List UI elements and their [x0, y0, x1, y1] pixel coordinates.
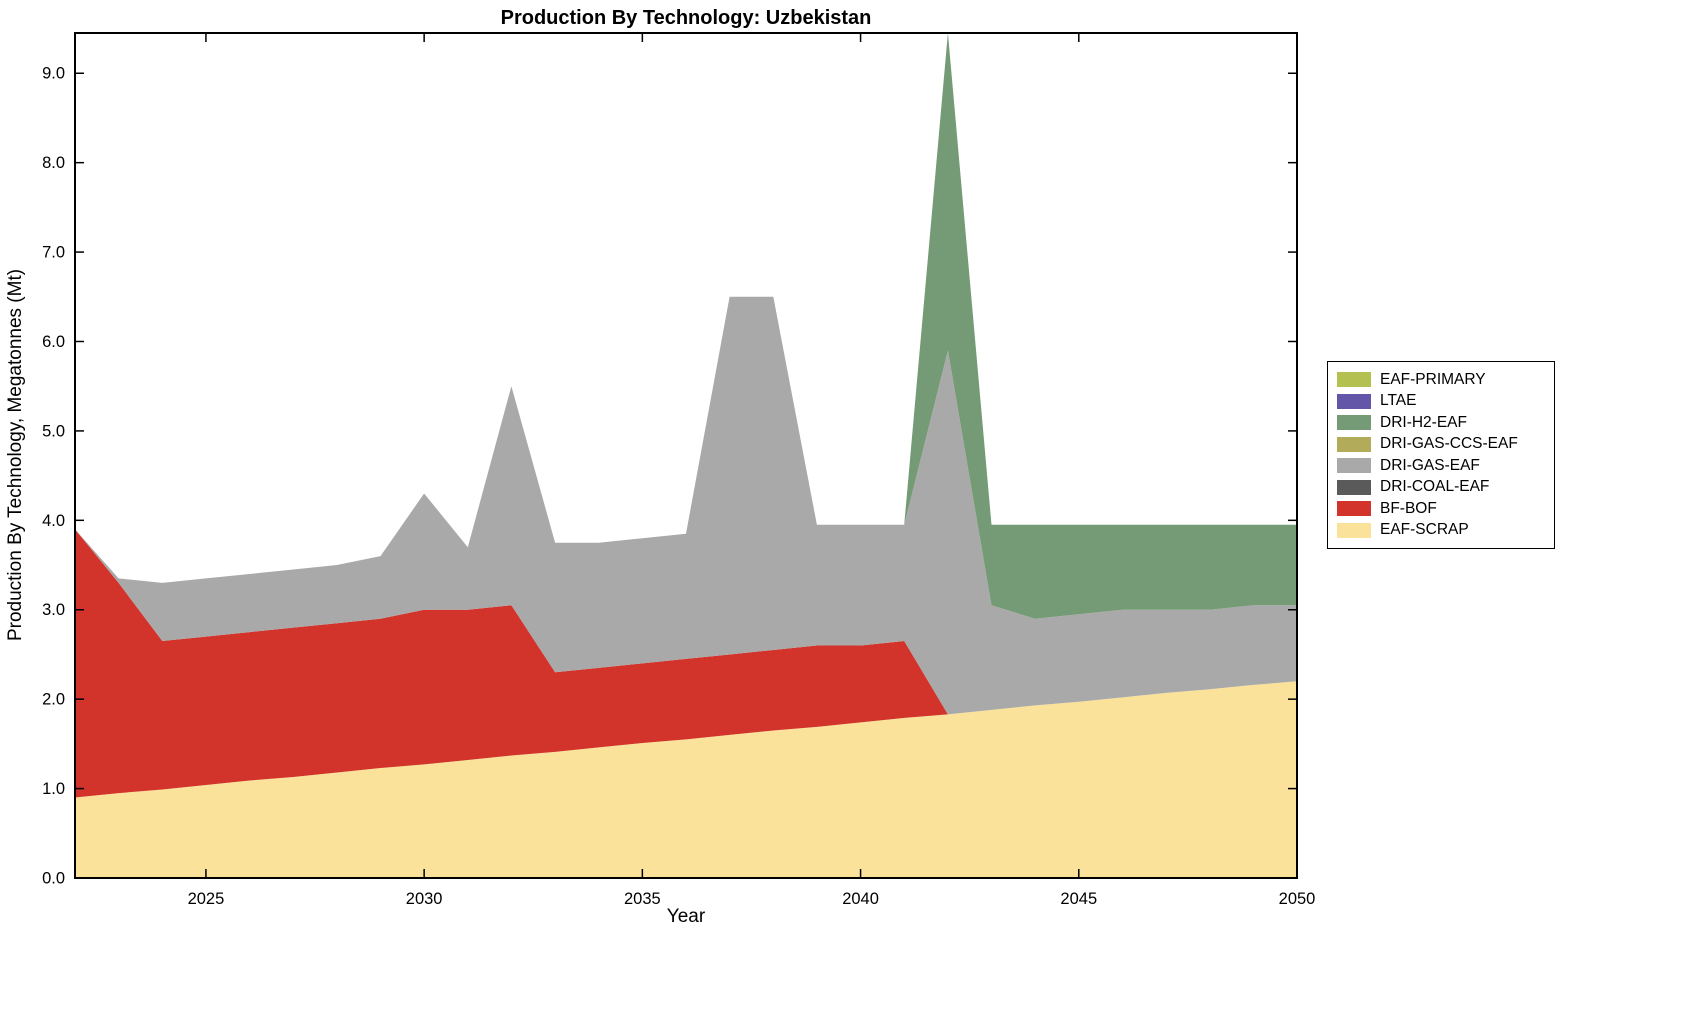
- area-eaf-primary: [75, 33, 1297, 583]
- legend-swatch: [1337, 458, 1371, 474]
- legend-label: DRI-GAS-EAF: [1380, 456, 1480, 474]
- legend-label: DRI-H2-EAF: [1380, 413, 1467, 431]
- y-tick-label: 5.0: [42, 422, 65, 440]
- x-tick-label: 2045: [1060, 890, 1097, 908]
- legend-label: EAF-PRIMARY: [1380, 370, 1486, 388]
- legend-item-dri-coal-eaf: DRI-COAL-EAF: [1328, 477, 1554, 499]
- x-axis-label: Year: [667, 906, 706, 927]
- x-tick-label: 2035: [624, 890, 661, 908]
- plot-border: [74, 32, 1298, 879]
- y-tick-label: 3.0: [42, 601, 65, 619]
- y-tick-label: 6.0: [42, 333, 65, 351]
- legend-item-dri-gas-eaf: DRI-GAS-EAF: [1328, 455, 1554, 477]
- area-ltae: [75, 33, 1297, 583]
- legend-swatch: [1337, 415, 1371, 431]
- legend-item-bf-bof: BF-BOF: [1328, 498, 1554, 520]
- y-tick-label: 7.0: [42, 244, 65, 262]
- legend: EAF-PRIMARY LTAE DRI-H2-EAF DRI-GAS-CCS-EAF…: [1327, 361, 1555, 549]
- y-tick-label: 4.0: [42, 512, 65, 530]
- legend-item-eaf-scrap: EAF-SCRAP: [1328, 520, 1554, 542]
- stacked-areas: [75, 33, 1297, 878]
- legend-swatch: [1337, 372, 1371, 388]
- legend-label: BF-BOF: [1380, 499, 1437, 517]
- legend-swatch: [1337, 501, 1371, 517]
- legend-label: DRI-COAL-EAF: [1380, 478, 1490, 496]
- legend-item-dri-h2-eaf: DRI-H2-EAF: [1328, 412, 1554, 434]
- legend-label: LTAE: [1380, 392, 1417, 410]
- y-tick-label: 2.0: [42, 691, 65, 709]
- area-dri-gas-eaf: [75, 296, 1297, 715]
- y-tick-label: 8.0: [42, 154, 65, 172]
- y-tick-label: 9.0: [42, 65, 65, 83]
- legend-swatch: [1337, 522, 1371, 538]
- y-tick-label: 1.0: [42, 780, 65, 798]
- legend-item-dri-gas-ccs-eaf: DRI-GAS-CCS-EAF: [1328, 434, 1554, 456]
- x-tick-label: 2040: [842, 890, 879, 908]
- legend-item-ltae: LTAE: [1328, 391, 1554, 413]
- x-tick-label: 2025: [188, 890, 225, 908]
- y-axis-label: Production By Technology, Megatonnes (Mt…: [5, 269, 26, 641]
- x-tick-label: 2050: [1279, 890, 1316, 908]
- legend-item-eaf-primary: EAF-PRIMARY: [1328, 369, 1554, 391]
- legend-swatch: [1337, 479, 1371, 495]
- legend-label: EAF-SCRAP: [1380, 521, 1469, 539]
- area-eaf-scrap: [75, 681, 1297, 878]
- area-dri-h2-eaf: [75, 33, 1297, 619]
- x-tick-label: 2030: [406, 890, 443, 908]
- area-bf-bof: [75, 529, 1297, 798]
- axes: 2025 2030 2035 2040 2045 2050 0.0 1.0 2.0 3.0 4.0 5…: [42, 32, 1316, 908]
- legend-swatch: [1337, 436, 1371, 452]
- legend-swatch: [1337, 393, 1371, 409]
- legend-label: DRI-GAS-CCS-EAF: [1380, 435, 1518, 453]
- chart-title: Production By Technology: Uzbekistan: [501, 7, 872, 29]
- y-tick-label: 0.0: [42, 870, 65, 888]
